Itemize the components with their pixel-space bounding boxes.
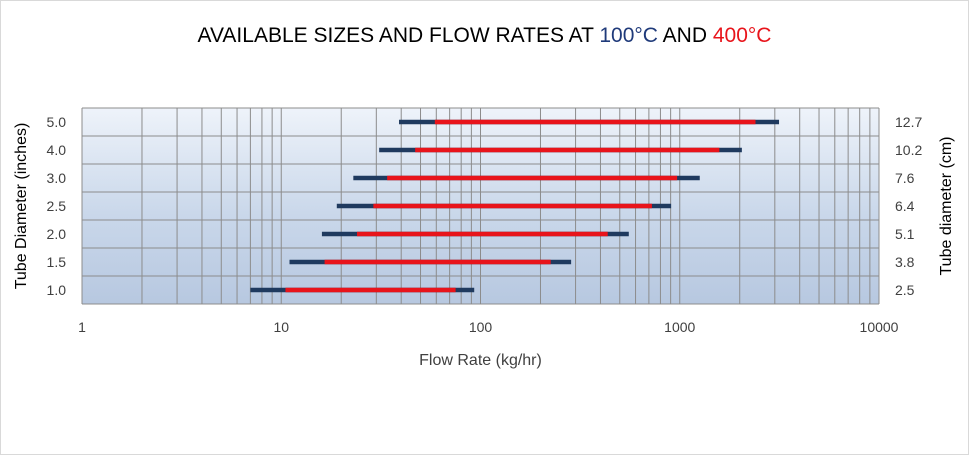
y-axis-title-right: Tube diameter (cm)	[938, 137, 955, 276]
y-tick-label-cm: 7.6	[895, 170, 915, 186]
labels-group: 1.0 1.5 2.0 2.5 3.0 4.0 5.0 2.5 3.8 5.1 6.4 7.6 10.2…	[13, 114, 955, 369]
y-tick-label-cm: 2.5	[895, 282, 915, 298]
y-tick-label-cm: 10.2	[895, 142, 922, 158]
x-tick-label: 10000	[860, 319, 899, 335]
y-tick-label-inches: 2.0	[47, 226, 67, 242]
y-tick-label-inches: 4.0	[47, 142, 67, 158]
y-tick-label-cm: 12.7	[895, 114, 922, 130]
x-tick-label: 10	[273, 319, 289, 335]
title-temp-100: 100°C	[599, 24, 658, 47]
y-axis-title-left: Tube Diameter (inches)	[13, 123, 30, 290]
y-tick-label-cm: 5.1	[895, 226, 915, 242]
title-temp-400: 400°C	[712, 24, 772, 47]
x-tick-label: 1	[78, 319, 86, 335]
y-tick-label-cm: 6.4	[895, 198, 915, 214]
y-tick-label-cm: 3.8	[895, 254, 915, 270]
bars-group	[250, 119, 780, 293]
y-tick-label-inches: 2.5	[47, 198, 67, 214]
x-tick-label: 100	[469, 319, 493, 335]
x-axis-title: Flow Rate (kg/hr)	[419, 352, 542, 369]
y-tick-label-inches: 5.0	[47, 114, 67, 130]
x-tick-label: 1000	[664, 319, 695, 335]
chart-title: AVAILABLE SIZES AND FLOW RATES AT 100°C …	[0, 24, 969, 48]
title-middle: AND	[657, 24, 713, 47]
title-prefix: AVAILABLE SIZES AND FLOW RATES AT	[197, 24, 600, 47]
y-tick-label-inches: 3.0	[47, 170, 67, 186]
y-tick-label-inches: 1.5	[47, 254, 67, 270]
y-tick-label-inches: 1.0	[47, 282, 67, 298]
